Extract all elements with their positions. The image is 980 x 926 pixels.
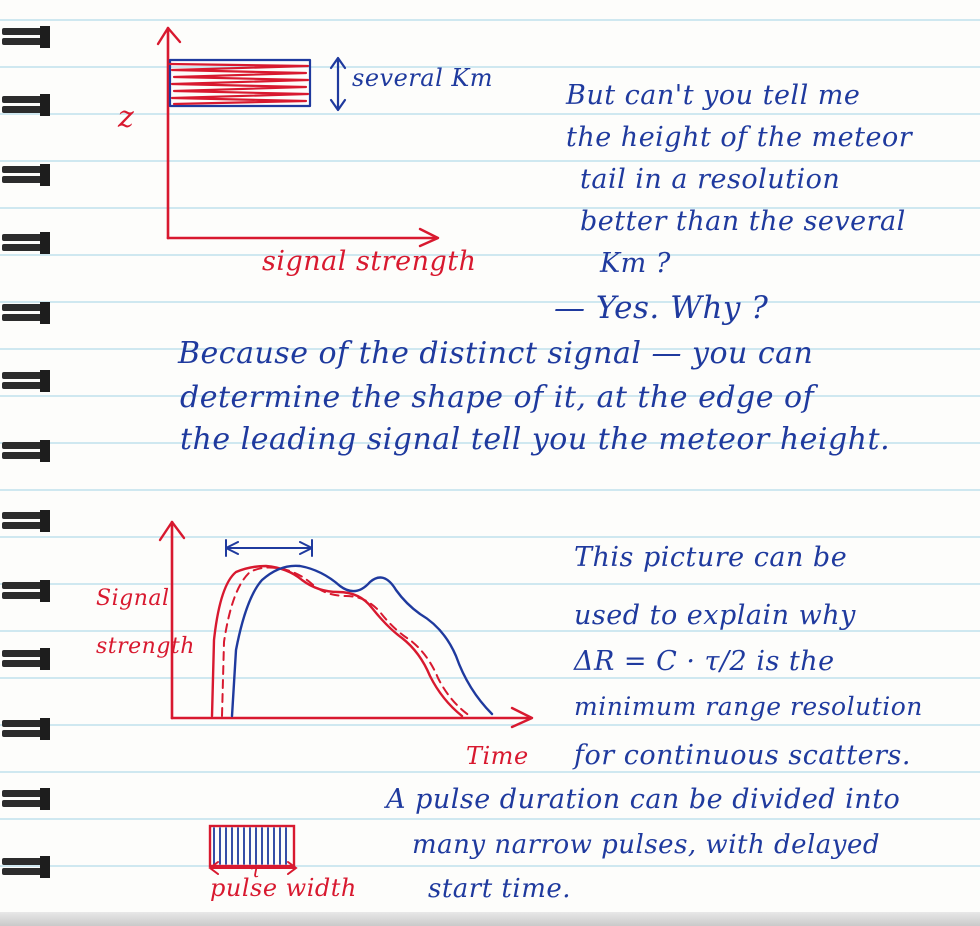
binding-ring (2, 856, 50, 878)
binding-ring (2, 302, 50, 324)
binding-ring (2, 370, 50, 392)
explanation-line-2: determine the shape of it, at the edge o… (180, 380, 815, 415)
binding-ring (2, 580, 50, 602)
binding-ring (2, 94, 50, 116)
question-line-1: But can't you tell me (566, 80, 861, 111)
meteor-trail-box (168, 58, 312, 108)
binding-ring (2, 510, 50, 532)
pulse-line-3: start time. (428, 874, 572, 904)
binding-ring (2, 232, 50, 254)
binding-ring (2, 788, 50, 810)
picture-line-4: minimum range resolution (574, 692, 923, 721)
explanation-line-3: the leading signal tell you the meteor h… (180, 422, 891, 457)
signal-curve-first (210, 564, 464, 718)
pulse-line-2: many narrow pulses, with delayed (412, 830, 881, 860)
signal-strength-label: signal strength (262, 246, 477, 277)
picture-line-1: This picture can be (574, 542, 848, 573)
sketch-signal-vs-time (158, 520, 534, 729)
z-axis-arrowhead (156, 26, 182, 46)
binding-ring (2, 164, 50, 186)
pulse-width-arrow (208, 861, 298, 875)
pulse-delay-arrow (225, 539, 313, 557)
picture-line-3: ΔR = C · τ/2 is the (574, 646, 835, 677)
time-axis-arrowhead (510, 706, 534, 729)
signal-axis-arrowhead (158, 520, 186, 542)
question-line-2: the height of the meteor (566, 122, 913, 153)
tau-label: τ (250, 858, 262, 882)
signal-curve-middle-dashed (221, 566, 471, 717)
narrow-pulses (213, 827, 287, 865)
answer-line: — Yes. Why ? (554, 290, 769, 326)
pulse-line-1: A pulse duration can be divided into (386, 784, 901, 815)
strength-label: strength (96, 634, 195, 659)
time-label: Time (466, 742, 529, 770)
z-axis-label: z (118, 100, 135, 135)
signal-curve-last (230, 564, 494, 718)
explanation-line-1: Because of the distinct signal — you can (178, 336, 814, 371)
question-line-5: Km ? (600, 248, 671, 279)
picture-line-2: used to explain why (574, 600, 856, 631)
signal-label: Signal (96, 586, 170, 611)
binding-ring (2, 648, 50, 670)
several-km-bracket-icon (329, 56, 347, 112)
sketch-pulse-width (208, 824, 298, 875)
meteor-trail-hatching (168, 62, 310, 106)
binding-ring (2, 26, 50, 48)
binding-ring (2, 440, 50, 462)
question-line-4: better than the several (580, 206, 906, 237)
strength-axis-arrowhead (418, 227, 440, 248)
picture-line-5: for continuous scatters. (574, 740, 911, 771)
several-km-label: several Km (352, 64, 494, 92)
binding-ring (2, 718, 50, 740)
question-line-3: tail in a resolution (580, 164, 841, 195)
pulse-width-label: pulse width (210, 874, 357, 902)
page-bottom-edge (0, 912, 980, 926)
pulse-box (208, 824, 296, 868)
spiral-binding (2, 26, 50, 878)
sketch-height-vs-strength (156, 26, 440, 248)
